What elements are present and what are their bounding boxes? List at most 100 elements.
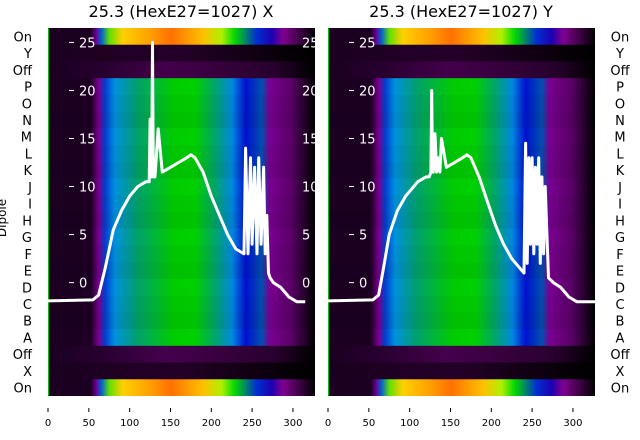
x-tick-label: 150 [441, 418, 460, 429]
row-label: J [617, 181, 622, 196]
row-label: Off [13, 64, 33, 79]
heatmap-row-5 [328, 111, 595, 129]
inner-y-tick-label: 15 [79, 132, 96, 147]
row-shade [328, 346, 595, 363]
row-label: On [14, 30, 32, 45]
x-tick-label: 50 [82, 418, 95, 429]
row-label: P [24, 81, 32, 96]
x-tick-label: 0 [325, 418, 331, 429]
row-label: E [24, 265, 32, 280]
row-label: P [616, 81, 624, 96]
panel-title-x: 25.3 (HexE27=1027) X [89, 2, 274, 21]
x-tick-label: 300 [563, 418, 582, 429]
row-shade [48, 212, 315, 229]
x-tick-label: 50 [362, 418, 375, 429]
row-label: G [22, 231, 32, 246]
heatmap-row-4 [328, 94, 595, 113]
heatmap-row-18 [328, 329, 595, 347]
row-label: M [614, 131, 625, 146]
row-label: C [615, 298, 624, 313]
row-shade [48, 61, 315, 79]
row-label: H [22, 214, 32, 229]
row-label: O [615, 97, 625, 112]
twin-tick-label: 5 [302, 229, 310, 244]
heatmap-row-5 [48, 111, 315, 129]
twin-tick-label: 10 [302, 181, 319, 196]
heatmap-row-1 [48, 44, 315, 62]
row-label: E [616, 265, 624, 280]
heatmap-row-1 [328, 44, 595, 62]
heatmap-row-19 [48, 345, 315, 364]
y-axis-label: Dipole [0, 199, 9, 237]
x-tick-label: 250 [523, 418, 542, 429]
heatmap-row-8 [48, 161, 315, 180]
row-shade [328, 212, 595, 229]
inner-y-tick-label: 5 [79, 229, 87, 244]
row-shade [48, 296, 315, 313]
row-label: On [611, 30, 629, 45]
row-shade [328, 296, 595, 313]
row-label: K [23, 164, 32, 179]
row-label: Off [610, 64, 630, 79]
heatmap-row-16 [48, 295, 315, 313]
heatmap-row-14 [48, 262, 315, 280]
heatmap-row-4 [48, 94, 315, 113]
x-tick-label: 150 [161, 418, 180, 429]
inner-y-tick-label: 25 [79, 36, 96, 51]
inner-y-tick-label: 10 [359, 181, 376, 196]
row-label: N [22, 114, 32, 129]
inner-y-tick-label: 10 [79, 181, 96, 196]
row-label: On [611, 382, 629, 397]
row-label: N [615, 114, 625, 129]
row-shade [328, 61, 595, 79]
row-label: J [27, 181, 32, 196]
row-shade [48, 111, 315, 129]
row-shade [328, 312, 595, 330]
row-shade [328, 262, 595, 279]
heatmap-row-0 [48, 28, 315, 46]
signal-line [328, 89, 595, 304]
twin-tick-label: 15 [302, 132, 319, 147]
heatmap [328, 28, 595, 396]
row-label: K [616, 164, 625, 179]
row-label: I [28, 198, 32, 213]
row-label: I [618, 198, 622, 213]
heatmap-row-20 [48, 362, 315, 380]
row-label: G [615, 231, 625, 246]
x-tick-label: 200 [202, 418, 221, 429]
row-shade [328, 111, 595, 129]
inner-y-tick-label: 25 [359, 36, 376, 51]
heatmap-row-3 [328, 78, 595, 96]
row-shade [48, 312, 315, 330]
row-label: F [25, 248, 32, 263]
row-shade [328, 362, 595, 380]
heatmap-row-20 [328, 362, 595, 380]
heatmap-row-6 [328, 128, 595, 146]
inner-y-tick-label: 20 [79, 84, 96, 99]
row-label: Off [13, 348, 33, 363]
row-shade [48, 195, 315, 212]
twin-tick-label: 20 [302, 84, 319, 99]
row-label: F [616, 248, 623, 263]
row-shade [48, 262, 315, 279]
row-shade [328, 161, 595, 179]
heatmap-row-14 [328, 262, 595, 280]
row-label: A [23, 331, 32, 346]
heatmap-row-17 [48, 312, 315, 330]
row-label: Y [23, 47, 32, 62]
row-label: Off [610, 348, 630, 363]
heatmap-row-21 [328, 379, 595, 396]
row-label: O [22, 97, 32, 112]
row-shade [48, 362, 315, 380]
inner-y-tick-label: 15 [359, 132, 376, 147]
heatmap-row-21 [48, 379, 315, 396]
twin-tick-label: 0 [302, 277, 310, 292]
row-label: Y [615, 47, 624, 62]
x-tick-label: 100 [120, 418, 139, 429]
heatmap [48, 28, 315, 396]
heatmap-row-18 [48, 329, 315, 347]
heatmap-row-7 [48, 145, 315, 163]
